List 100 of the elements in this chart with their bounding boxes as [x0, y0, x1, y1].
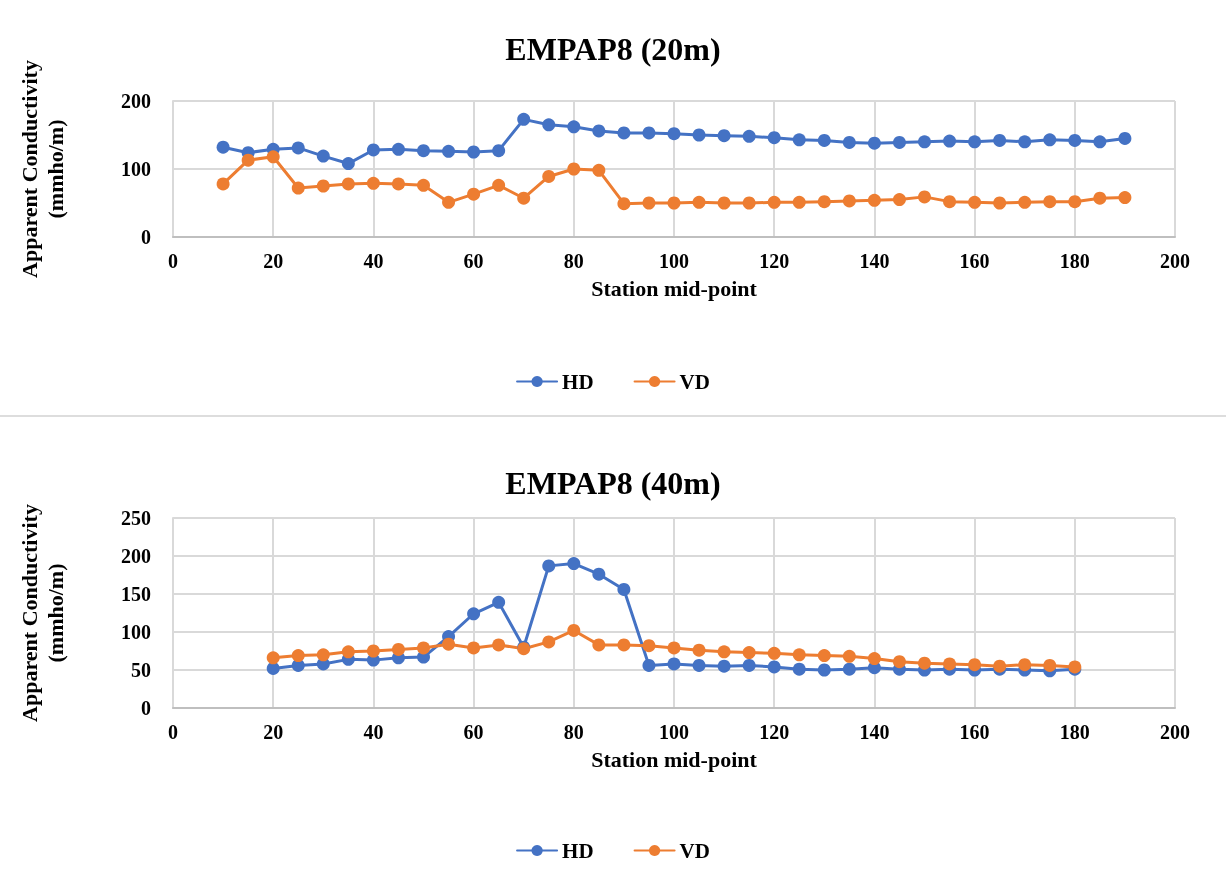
point [1093, 191, 1107, 205]
point [667, 196, 681, 210]
point [792, 662, 806, 676]
point [993, 133, 1007, 147]
point [717, 645, 731, 659]
point [492, 144, 506, 158]
point [617, 197, 631, 211]
point [667, 657, 681, 671]
point [391, 642, 405, 656]
point [617, 638, 631, 652]
point [1043, 133, 1057, 147]
point [316, 149, 330, 163]
y-tick-label: 250 [121, 507, 151, 529]
point [592, 163, 606, 177]
legend-label: HD [562, 369, 594, 394]
point [792, 195, 806, 209]
x-tick-label: 120 [759, 250, 790, 272]
point [918, 656, 931, 670]
point [692, 643, 706, 657]
point [742, 658, 756, 672]
x-axis-title: Station mid-point [591, 746, 758, 772]
point [918, 135, 931, 149]
point [842, 194, 856, 208]
chart-title: EMPAP8 (40m) [505, 465, 721, 501]
x-tick-label: 140 [859, 250, 890, 272]
point [216, 140, 230, 154]
point [642, 196, 656, 210]
point [717, 196, 731, 210]
point [993, 196, 1007, 210]
point [867, 136, 881, 150]
x-tick-label: 60 [463, 721, 484, 743]
x-tick-label: 60 [463, 250, 484, 272]
point [341, 157, 355, 171]
point [968, 658, 982, 672]
point [667, 127, 681, 141]
point [341, 177, 355, 191]
point [642, 639, 656, 653]
point [316, 179, 330, 193]
point [291, 649, 305, 663]
x-tick-label: 140 [859, 721, 890, 743]
x-tick-label: 160 [959, 721, 990, 743]
point [266, 661, 280, 675]
point [467, 641, 481, 655]
point [567, 623, 581, 637]
x-tick-label: 80 [563, 250, 584, 272]
x-tick-label: 200 [1160, 250, 1190, 272]
point [592, 567, 606, 581]
point [943, 657, 957, 671]
point [316, 648, 330, 662]
point [291, 181, 305, 195]
point [567, 120, 581, 134]
point [341, 645, 355, 659]
point [968, 135, 982, 149]
point [366, 644, 380, 658]
point [642, 126, 656, 140]
point [1018, 658, 1032, 672]
point [417, 178, 430, 192]
x-tick-label: 200 [1160, 721, 1190, 743]
legend-label: HD [562, 838, 594, 863]
point [567, 557, 581, 571]
legend-label: VD [679, 369, 710, 394]
x-tick-label: 40 [363, 250, 384, 272]
point [892, 193, 906, 207]
legend-label: VD [679, 838, 710, 863]
point [467, 145, 481, 159]
y-tick-label: 200 [121, 545, 151, 567]
y-tick-label: 100 [121, 621, 151, 643]
x-tick-label: 100 [659, 250, 689, 272]
point [692, 195, 706, 209]
point [366, 143, 380, 157]
point [842, 662, 856, 676]
point [517, 112, 531, 126]
x-tick-label: 180 [1059, 250, 1090, 272]
point [742, 646, 756, 660]
point [567, 162, 581, 176]
point [817, 663, 831, 677]
point [842, 649, 856, 663]
y-tick-label: 150 [121, 583, 151, 605]
point [943, 134, 957, 148]
point [742, 129, 756, 143]
point [792, 133, 806, 147]
point [767, 195, 781, 209]
point [467, 607, 481, 621]
point [542, 169, 556, 183]
point [391, 142, 405, 156]
point [867, 652, 881, 666]
point [417, 641, 430, 655]
point [592, 638, 606, 652]
point [1018, 135, 1032, 149]
point [366, 176, 380, 190]
point [867, 193, 881, 207]
point [617, 582, 631, 596]
x-tick-label: 80 [563, 721, 584, 743]
point [642, 658, 656, 672]
y-axis-title: Apparent Conductivity (mmho/m) [16, 504, 68, 722]
point [817, 195, 831, 209]
point [842, 135, 856, 149]
point [467, 187, 481, 201]
point [767, 131, 781, 145]
x-tick-label: 0 [168, 721, 178, 743]
